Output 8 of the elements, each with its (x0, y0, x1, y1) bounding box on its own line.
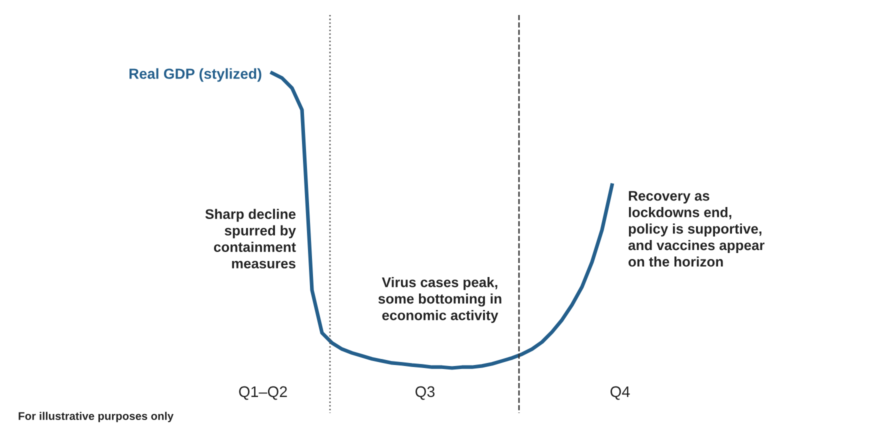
series-label: Real GDP (stylized) (130, 68, 262, 82)
annotation: Sharp decline spurred by containment measures (205, 208, 296, 268)
text: Q4 (610, 386, 630, 400)
text: Q1–Q2 (239, 386, 287, 400)
text: For illustrative purposes only (18, 412, 174, 422)
text: Q3 (416, 386, 435, 400)
annotation: Virus cases peak, some bottoming in economic activity (378, 277, 502, 323)
text: Recovery as lockdowns end, policy is supportive, and vaccines appear on the horizon (628, 191, 764, 267)
